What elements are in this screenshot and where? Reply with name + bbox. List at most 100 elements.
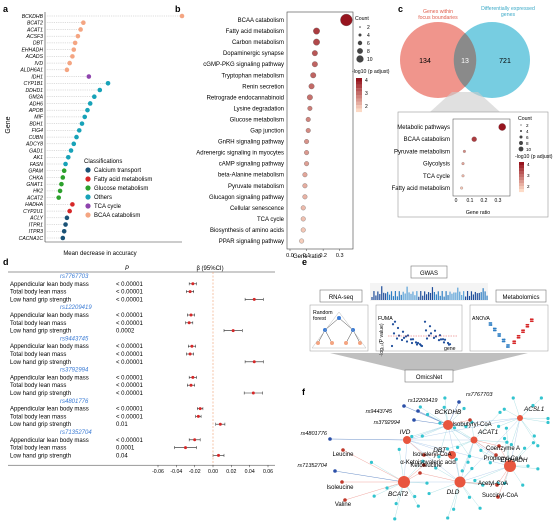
trait-label: Total body lean mass: [10, 446, 66, 452]
network-node-gene: [437, 455, 441, 459]
padj-colorbar-segment: [356, 91, 362, 96]
gene-tick-label: FIG4: [32, 128, 43, 134]
legend-swatch: [85, 203, 91, 209]
volcano-point: [529, 318, 532, 321]
scatter-point: [397, 334, 401, 337]
venn-right-count: 721: [499, 58, 511, 65]
p-value: < 0.00001: [116, 344, 144, 350]
scatter-point: [391, 323, 395, 326]
scatter-point: [433, 329, 437, 332]
beta-point: [188, 352, 192, 356]
panel-b-dotplot: 0.0 0.1 0.2 0.3 BCAA catabolism Fatty acid me…: [196, 11, 354, 259]
trait-label: Appendicular lean body mass: [10, 438, 89, 444]
network-edge: [454, 427, 475, 441]
volcano-point: [506, 346, 508, 348]
fuma-gene-label: gene: [444, 346, 456, 352]
panel-c-padj-title: -log10 (p adjust): [515, 154, 553, 160]
padj-colorbar-segment: [356, 98, 362, 102]
gene-tick-label: CACNA1C: [19, 236, 44, 242]
trait-label: Appendicular lean body mass: [10, 407, 89, 413]
trait-label: Low hand grip strength: [10, 297, 71, 303]
gene-tick-label: ADCY8: [25, 142, 43, 148]
padj-colorbar-segment: [519, 162, 524, 166]
volcano-point: [516, 334, 519, 337]
pathway-label: Glucagon signaling pathway: [209, 195, 284, 201]
pathway-dot: [300, 205, 306, 211]
gene-tick-label: BCKDHB: [22, 14, 44, 20]
pathway-label: Lysine degradation: [234, 106, 284, 112]
gene-tick-label: ACLY: [29, 216, 43, 222]
network-node-gene: [466, 460, 470, 464]
network-edge: [459, 465, 511, 483]
beta-point: [193, 438, 197, 442]
network-metabolite-node: [497, 444, 501, 448]
panel-b-legend: 2 4 6 8 10 4 3 2: [356, 25, 373, 113]
lollipop-point: [67, 60, 72, 66]
random-forest-label: Random forest: [313, 310, 333, 322]
panel-a-x-axis-label: Mean decrease in accuracy: [63, 251, 136, 257]
network-metabolite-node: [341, 448, 345, 452]
scatter-point: [432, 336, 436, 339]
venn-connector: [430, 92, 500, 112]
legend-entry: BCAA catabolism: [94, 213, 140, 219]
trait-label: Low hand grip strength: [10, 391, 71, 397]
anova-volcano: [488, 318, 534, 348]
volcano-point: [503, 338, 506, 341]
volcano-point: [525, 323, 528, 326]
tree-node: [337, 316, 341, 320]
lollipop-point: [86, 74, 92, 79]
padj-colorbar-segment: [519, 165, 524, 169]
pathway-label: Renin secretion: [242, 84, 284, 90]
pathway-dot: [306, 94, 313, 101]
pathway-label: cAMP signaling pathway: [219, 162, 284, 168]
lollipop-point: [71, 141, 77, 147]
x-tick-label: 0.02: [226, 469, 236, 475]
gene-tick-label: CYP1B1: [23, 81, 43, 87]
network-node-gene: [498, 410, 502, 414]
network-node-gene: [532, 434, 536, 438]
padj-colorbar-segment: [356, 101, 362, 106]
trait-label: Low hand grip strength: [10, 360, 71, 366]
network-node-gene: [445, 447, 450, 451]
beta-point: [187, 321, 191, 325]
gene-tick-label: CYP2U1: [23, 209, 43, 215]
venn-overlap: [453, 33, 477, 87]
p-value: < 0.00001: [116, 313, 144, 319]
network-metabolite-label: Leucine: [332, 452, 354, 458]
gene-tick-label: DDHD1: [25, 88, 43, 94]
network-node-gene: [473, 478, 477, 483]
pathway-dot: [461, 162, 465, 166]
legend-entry: Glucose metabolism: [94, 186, 148, 192]
network-edge: [504, 409, 521, 419]
beta-point: [217, 453, 220, 457]
trait-label: Appendicular lean body mass: [10, 344, 89, 350]
network-metabolite-label: Propionyl-CoA: [484, 456, 523, 462]
network-metabolite-node: [468, 418, 472, 422]
network-metabolite-node: [496, 495, 500, 499]
network-snp-label: rs9443745: [366, 409, 393, 415]
count-legend-label: 8: [367, 49, 370, 55]
network-node-gene: [425, 412, 430, 417]
p-value: < 0.00001: [116, 383, 144, 389]
count-legend-dot: [358, 33, 362, 37]
gene-tick-label: IVD: [35, 61, 44, 67]
network-edge: [459, 481, 498, 486]
network-edge: [509, 417, 521, 467]
gene-tick-label: GAD1: [29, 148, 43, 154]
scatter-point: [443, 338, 447, 341]
beta-point: [198, 407, 202, 411]
p-value: < 0.00001: [116, 290, 144, 296]
panel-e-workflow: GWAS RNA-seq Metabolomics Random forest F…: [309, 265, 549, 383]
legend-swatch: [85, 176, 91, 182]
padj-colorbar-segment: [356, 95, 362, 99]
network-edge: [406, 439, 511, 467]
network-edge: [406, 439, 461, 483]
p-value: < 0.00001: [116, 282, 144, 288]
network-metabolite-label: Acetyl-CoA: [478, 481, 508, 487]
network-hub-node: [470, 436, 478, 444]
p-value: < 0.00001: [116, 407, 144, 413]
network-node-gene: [531, 441, 536, 445]
network-snp-node: [416, 409, 420, 413]
padj-colorbar-segment: [519, 168, 524, 172]
